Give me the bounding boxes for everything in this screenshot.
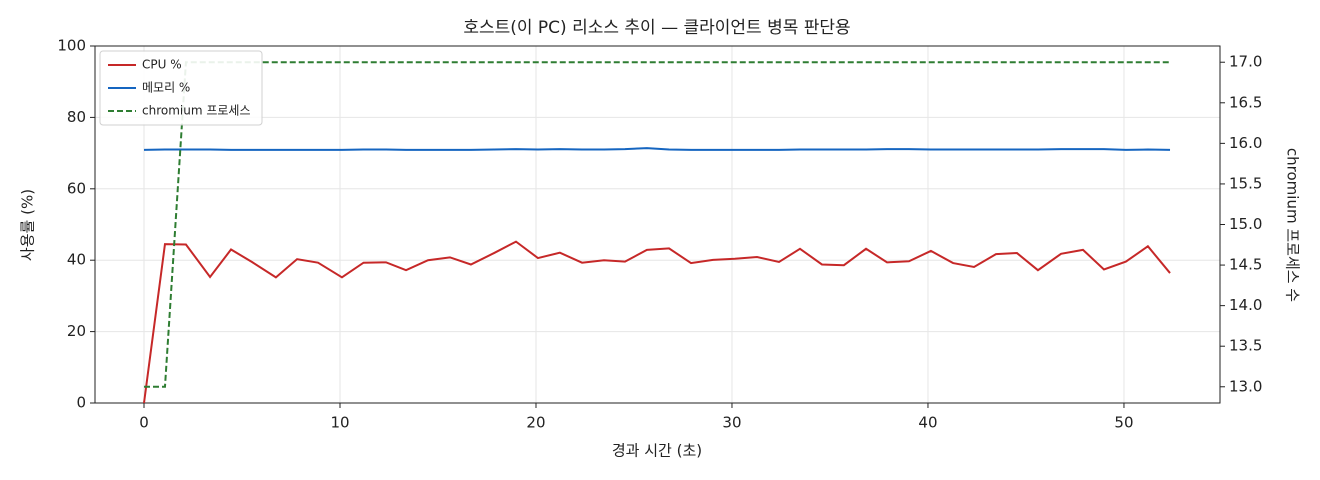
plot-frame	[94, 45, 1221, 404]
x-tick-label: 10	[330, 414, 349, 432]
x-tick-label: 40	[918, 414, 937, 432]
x-tick-label: 30	[722, 414, 741, 432]
y-tick-label: 20	[67, 322, 86, 340]
x-tick-label: 20	[526, 414, 545, 432]
y-tick-label: 60	[67, 179, 86, 197]
y2-tick-label: 16.0	[1229, 134, 1262, 152]
y-tick-label: 100	[57, 37, 86, 55]
series-line	[143, 61, 1171, 388]
y2-tick-label: 17.0	[1229, 53, 1262, 71]
y-tick-label: 40	[67, 251, 86, 269]
y2-axis-label: chromium 프로세스 수	[1284, 148, 1302, 302]
y2-tick-label: 15.5	[1229, 174, 1262, 192]
series-line	[143, 240, 1171, 404]
x-tick-label: 0	[139, 414, 149, 432]
y-axis-label: 사용률 (%)	[19, 189, 37, 261]
y2-tick-label: 14.0	[1229, 296, 1262, 314]
y2-tick-label: 13.5	[1229, 337, 1262, 355]
x-axis-label: 경과 시간 (초)	[612, 442, 702, 460]
y-tick-label: 80	[67, 108, 86, 126]
series-line	[143, 147, 1171, 151]
y2-tick-label: 13.0	[1229, 377, 1262, 395]
y2-tick-label: 15.0	[1229, 215, 1262, 233]
y-tick-label: 0	[76, 394, 86, 412]
legend-label: 메모리 %	[142, 81, 190, 95]
y2-tick-label: 14.5	[1229, 256, 1262, 274]
legend-box	[99, 50, 263, 126]
chart-title: 호스트(이 PC) 리소스 추이 — 클라이언트 병목 판단용	[463, 18, 850, 38]
y2-tick-label: 16.5	[1229, 93, 1262, 111]
legend-label: chromium 프로세스	[142, 104, 251, 118]
legend-label: CPU %	[142, 58, 182, 72]
x-tick-label: 50	[1114, 414, 1133, 432]
